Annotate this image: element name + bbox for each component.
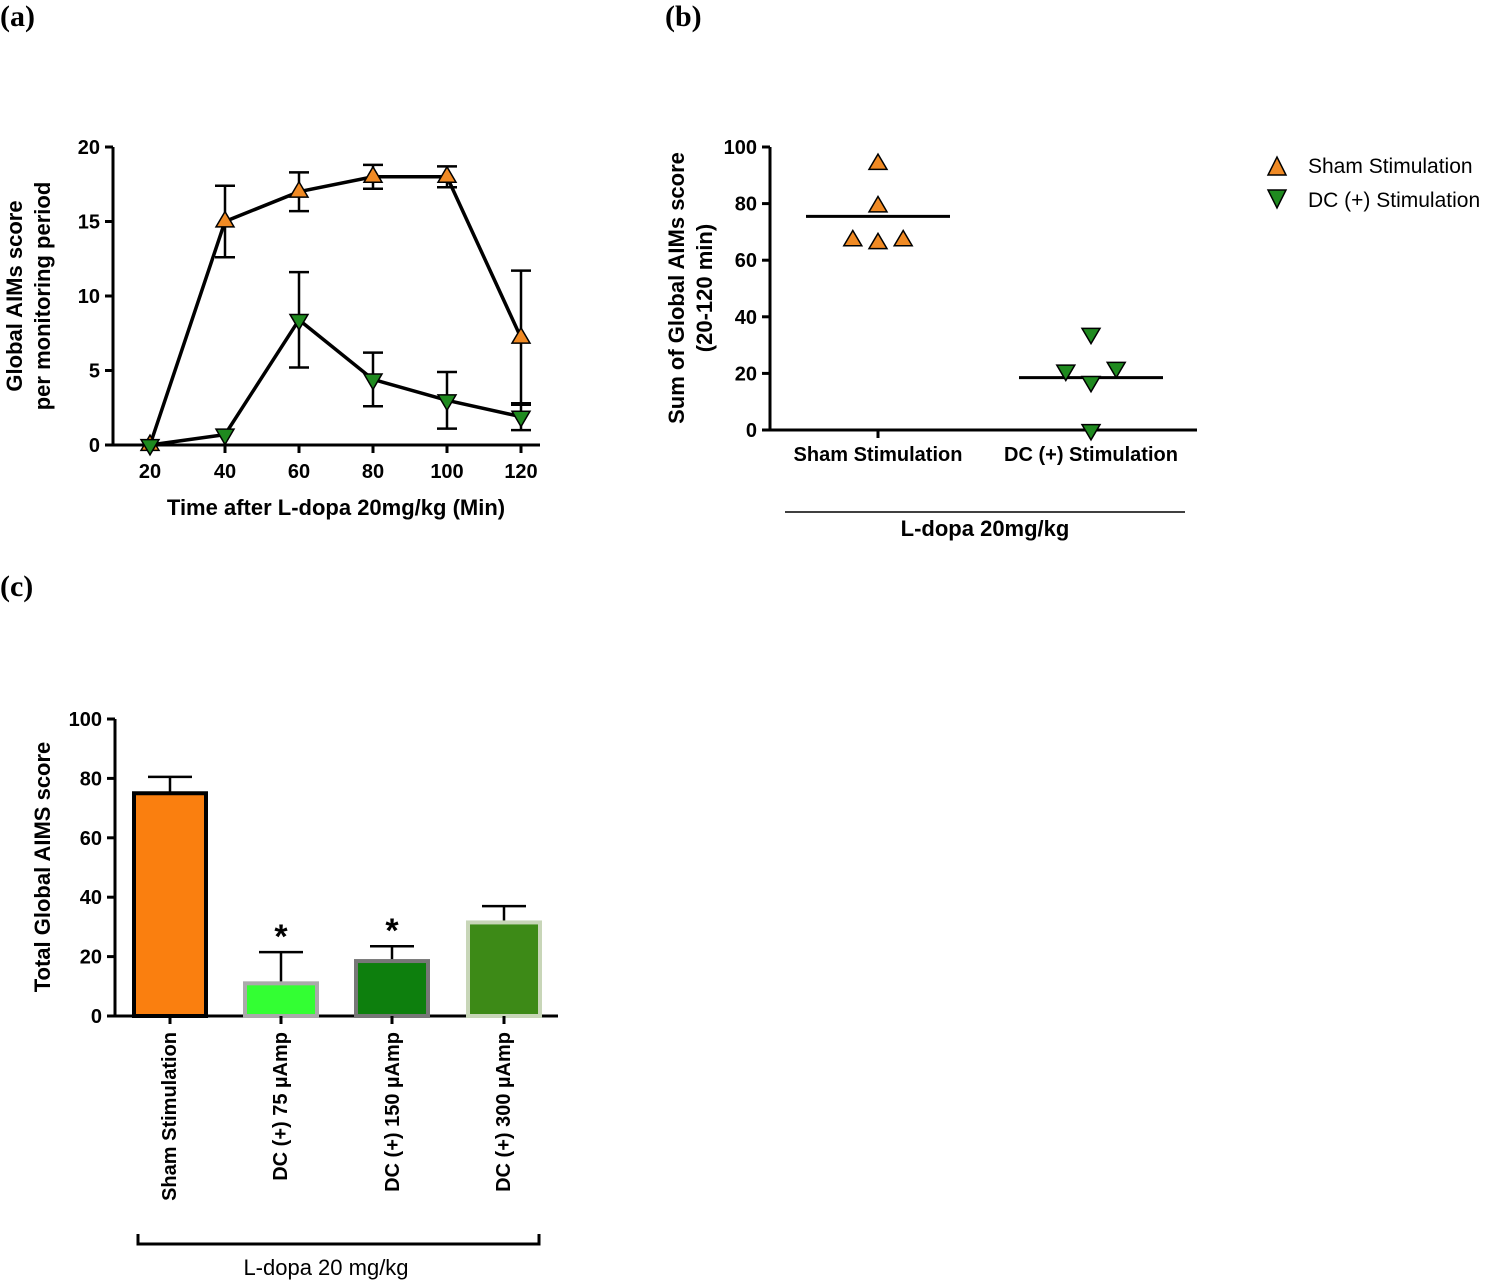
chart-a-xtick-label: 20 xyxy=(139,461,161,483)
chart-a-series-line xyxy=(149,317,522,447)
chart-b-dc-point xyxy=(1105,361,1127,380)
chart-b-dc-point xyxy=(1080,423,1102,442)
chart-a-ytick-label: 5 xyxy=(89,361,100,383)
legend-dc-marker xyxy=(1266,189,1288,210)
chart-a-dc-point xyxy=(436,394,458,412)
chart-a-ytick-label: 10 xyxy=(78,286,100,308)
chart-a-sham-point xyxy=(510,326,532,344)
chart-c-significance-star: * xyxy=(274,918,288,956)
chart-b-sham-point xyxy=(867,195,889,213)
legend-sham-label: Sham Stimulation xyxy=(1308,155,1473,178)
chart-a-line: 0 5 10 15 20 20 40 60 80 100 120 Time after L-dopa… xyxy=(2,137,540,520)
chart-a-dc-point xyxy=(139,438,161,457)
chart-b-ytick-label: 60 xyxy=(735,250,757,272)
chart-b-sham-point xyxy=(842,229,864,247)
chart-c-bar xyxy=(132,791,208,1018)
chart-c-ytick-label: 0 xyxy=(91,1006,102,1028)
chart-b-sham-point xyxy=(867,152,889,171)
chart-c-xtick-150: DC (+) 150 µAmp xyxy=(382,1032,404,1192)
chart-a-sham-point xyxy=(288,180,310,198)
chart-a-dc-point xyxy=(214,428,236,446)
chart-a-sham-point xyxy=(214,210,236,228)
chart-c-significance-star: * xyxy=(385,912,399,950)
chart-c-ylabel: Total Global AIMS score xyxy=(30,742,55,993)
chart-b-ylabel-line2: (20-120 min) xyxy=(692,224,717,352)
chart-c-ytick-label: 40 xyxy=(80,887,102,909)
chart-a-dc-point xyxy=(510,410,532,429)
chart-b-ytick-label: 20 xyxy=(735,363,757,385)
chart-c-ytick-label: 80 xyxy=(80,768,102,790)
chart-a-xlabel: Time after L-dopa 20mg/kg (Min) xyxy=(167,495,505,520)
chart-c-bar xyxy=(243,981,319,1019)
legend-sham-marker xyxy=(1266,155,1288,176)
chart-a-xtick-label: 120 xyxy=(504,461,537,483)
chart-a-ytick-label: 20 xyxy=(78,137,100,159)
chart-c-group-label: L-dopa 20 mg/kg xyxy=(243,1255,408,1280)
chart-c-bar xyxy=(466,920,542,1019)
chart-a-dc-point xyxy=(362,373,384,391)
chart-b-dc-point xyxy=(1080,375,1102,394)
chart-b-sham-point xyxy=(892,229,914,247)
chart-b-xtick-dc: DC (+) Stimulation xyxy=(1004,444,1178,466)
chart-a-series-line xyxy=(148,175,523,446)
chart-c-xtick-300: DC (+) 300 µAmp xyxy=(493,1032,515,1192)
chart-b-group-label: L-dopa 20mg/kg xyxy=(901,516,1070,541)
chart-b-ytick-label: 100 xyxy=(724,137,757,159)
chart-a-ytick-label: 15 xyxy=(78,212,100,234)
panel-label-a: (a) xyxy=(0,0,35,33)
chart-c-ytick-label: 60 xyxy=(80,828,102,850)
chart-a-ylabel-line1: Global AIMs score xyxy=(2,200,27,391)
chart-c-bar xyxy=(354,959,430,1018)
chart-b-ytick-label: 40 xyxy=(735,307,757,329)
chart-b-dc-point xyxy=(1055,364,1077,382)
chart-b-dc-point xyxy=(1080,327,1102,346)
legend-dc-label: DC (+) Stimulation xyxy=(1308,189,1480,212)
chart-a-xtick-label: 80 xyxy=(362,461,384,483)
panel-label-b: (b) xyxy=(665,0,702,33)
chart-a-xtick-label: 40 xyxy=(214,461,236,483)
chart-b-legend: Sham Stimulation DC (+) Stimulation xyxy=(1266,155,1480,212)
chart-b-scatter: 0 20 40 60 80 100 Sham Stimulation DC (+) Sti… xyxy=(664,137,1480,541)
chart-c-group-bracket xyxy=(136,1234,541,1246)
chart-a-xtick-label: 60 xyxy=(288,461,310,483)
chart-c-xtick-75: DC (+) 75 µAmp xyxy=(270,1032,292,1181)
chart-c-ytick-label: 100 xyxy=(69,709,102,731)
chart-a-sham-point xyxy=(436,165,458,183)
panel-label-c: (c) xyxy=(0,570,33,603)
chart-b-sham-point xyxy=(867,231,889,250)
chart-b-ylabel-line1: Sum of Global AIMs score xyxy=(664,152,689,424)
chart-a-dc-point xyxy=(288,313,310,332)
chart-a-ylabel-line2: per monitoring period xyxy=(30,182,55,411)
chart-b-ytick-label: 80 xyxy=(735,194,757,216)
chart-b-ytick-label: 0 xyxy=(746,420,757,442)
chart-b-xtick-sham: Sham Stimulation xyxy=(794,444,963,466)
chart-a-ytick-label: 0 xyxy=(89,435,100,457)
chart-a-xtick-label: 100 xyxy=(430,461,463,483)
chart-a-sham-point xyxy=(362,165,384,183)
chart-c-xtick-sham: Sham Stimulation xyxy=(159,1032,181,1201)
chart-c-ytick-label: 20 xyxy=(80,947,102,969)
